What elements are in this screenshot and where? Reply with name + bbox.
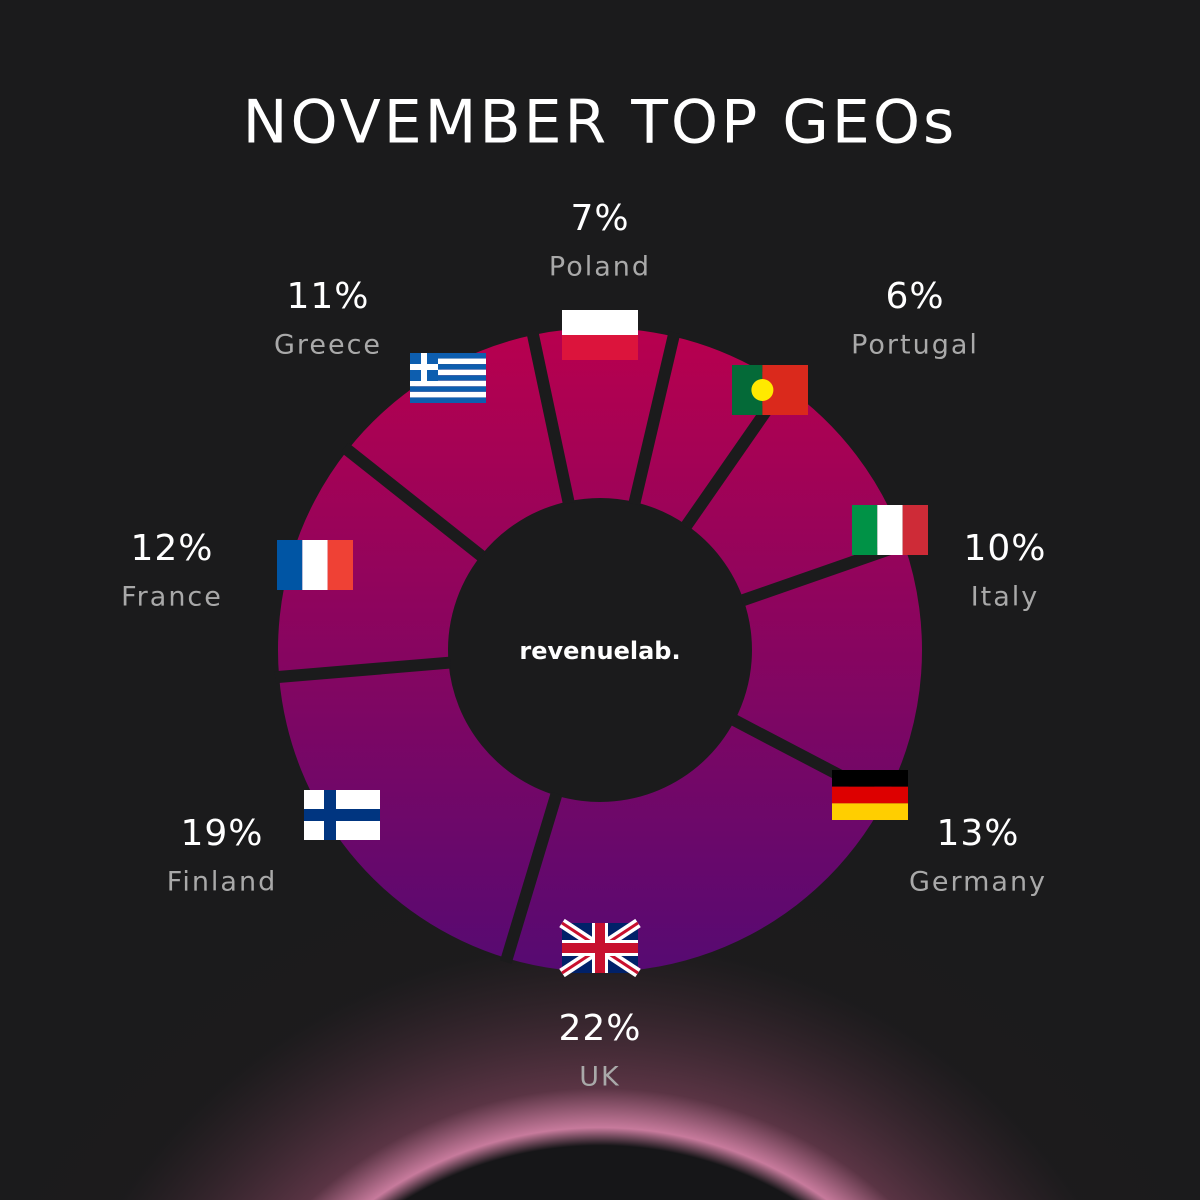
flag (559, 918, 641, 978)
value-label: 19% (180, 813, 263, 854)
flag-part (410, 375, 486, 381)
category-label: Italy (971, 582, 1040, 613)
segment-gap (526, 329, 575, 505)
flag-part (877, 505, 903, 555)
flag-part (410, 369, 486, 376)
flag-part (304, 809, 380, 821)
category-label: Finland (167, 867, 277, 898)
value-label: 13% (936, 813, 1019, 854)
flag-part (277, 540, 303, 590)
segment-gap (500, 791, 563, 964)
category-label: Portugal (851, 330, 979, 361)
flag-part (832, 803, 908, 820)
flag-part (832, 770, 908, 787)
center-logo: revenuelab. (519, 637, 680, 665)
category-label: France (121, 582, 223, 613)
donut (274, 328, 922, 973)
flag (410, 353, 486, 403)
flag-part (410, 397, 486, 403)
segment-gap (274, 656, 452, 684)
flag-part (327, 540, 353, 590)
flag-part (421, 353, 427, 381)
flag (562, 310, 638, 360)
donut-segment (506, 720, 886, 973)
flag-part (595, 923, 605, 973)
flag (852, 505, 928, 555)
flag (832, 770, 908, 820)
donut-segment (533, 328, 674, 503)
category-label: Germany (909, 867, 1047, 898)
donut-segment (347, 335, 569, 556)
flag-part (751, 379, 774, 401)
donut-segment (279, 662, 557, 959)
flag (732, 365, 808, 415)
flag-part (410, 380, 486, 387)
donut-segment (278, 449, 481, 677)
value-label: 11% (286, 276, 369, 317)
flag-part (410, 364, 486, 370)
flag-part (562, 310, 638, 335)
flag-part (410, 353, 486, 359)
flag-part (410, 358, 486, 365)
segment-gap (340, 442, 487, 562)
flag-part (302, 540, 328, 590)
flag (304, 790, 380, 840)
flag-part (410, 386, 486, 392)
category-label: Greece (274, 330, 382, 361)
donut-segment (734, 544, 922, 800)
flag-part (324, 790, 336, 840)
value-label: 7% (570, 198, 629, 239)
flag-part (562, 335, 638, 360)
segment-gap (628, 331, 681, 506)
flag-part (832, 786, 908, 804)
flag-part (410, 391, 486, 398)
flag-part (902, 505, 928, 555)
flag-part (852, 505, 878, 555)
donut-segment (686, 385, 905, 601)
flag (277, 540, 353, 590)
category-label: Poland (549, 252, 651, 283)
value-label: 22% (558, 1008, 641, 1049)
chart-title: NOVEMBER TOP GEOs (243, 88, 958, 158)
value-label: 6% (885, 276, 944, 317)
value-label: 12% (130, 528, 213, 569)
category-label: UK (579, 1062, 620, 1093)
value-label: 10% (963, 528, 1046, 569)
